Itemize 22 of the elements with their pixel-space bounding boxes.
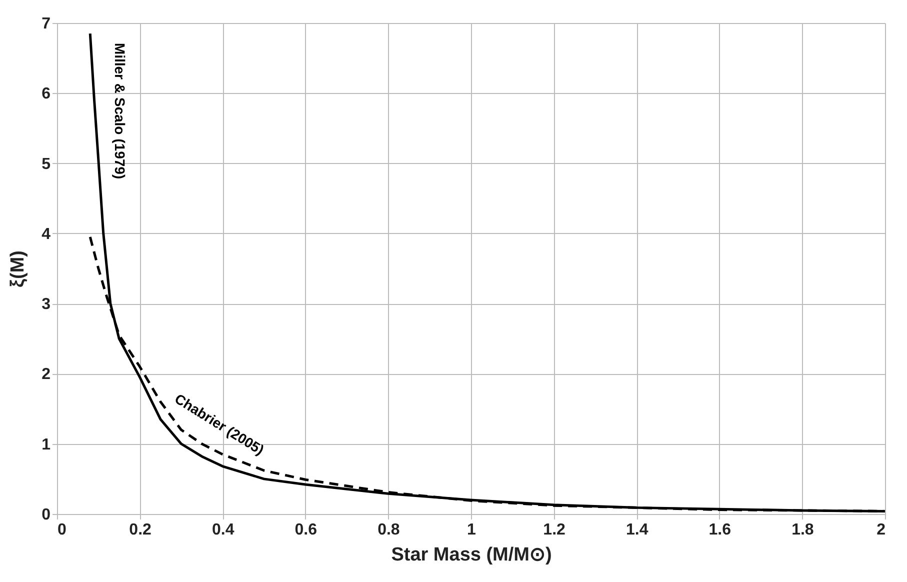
y-axis-title: ξ(M) bbox=[8, 250, 29, 288]
x-tick-label: 1.8 bbox=[792, 522, 814, 538]
x-tick-label: 1.6 bbox=[708, 522, 732, 538]
y-tick-label: 7 bbox=[42, 16, 51, 32]
x-tick-label: 0.2 bbox=[129, 522, 152, 538]
y-tick-label: 3 bbox=[42, 296, 51, 314]
x-tick-label: 1 bbox=[467, 522, 476, 538]
y-tick-label: 5 bbox=[42, 156, 51, 173]
y-tick-label: 4 bbox=[42, 226, 51, 243]
y-tick-label: 6 bbox=[42, 86, 51, 103]
x-tick-label: 0 bbox=[58, 522, 66, 538]
x-tick-label: 0.4 bbox=[212, 522, 234, 538]
text: Miller & Scalo (1979) bbox=[112, 42, 128, 180]
y-tick-label: 0 bbox=[42, 506, 51, 524]
y-tick-label: 1 bbox=[42, 436, 51, 454]
x-tick-label: 0.8 bbox=[378, 522, 400, 538]
x-tick-label: 1.2 bbox=[543, 522, 566, 538]
x-tick-label: 2 bbox=[876, 522, 886, 538]
y-tick-label: 2 bbox=[42, 366, 51, 384]
x-axis-title: Star Mass (M/M⊙) bbox=[391, 544, 552, 566]
x-tick-label: 1.4 bbox=[626, 522, 648, 538]
x-tick-label: 0.6 bbox=[294, 522, 318, 538]
